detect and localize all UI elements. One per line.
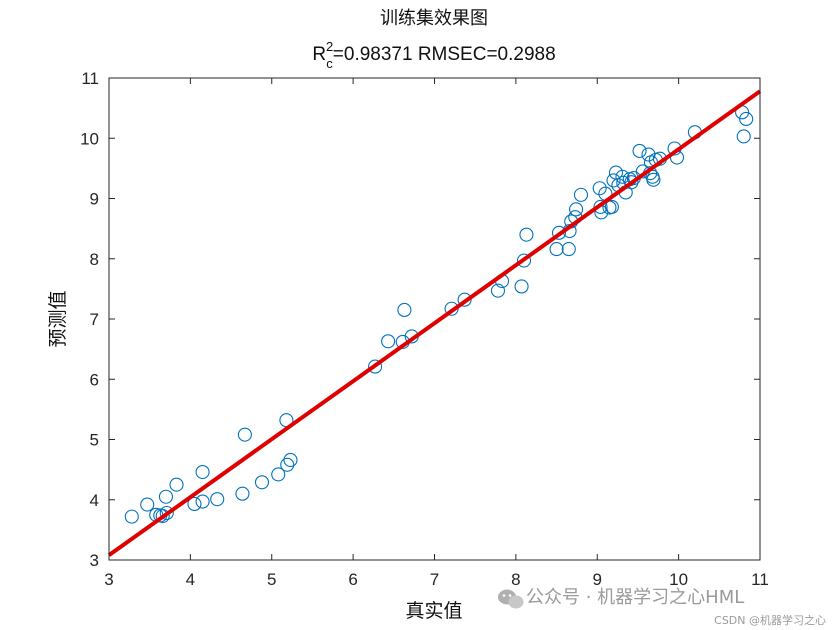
data-point — [551, 225, 567, 240]
x-tick-labels: 3 4 5 6 7 8 9 10 11 — [104, 570, 769, 589]
x-tick-label: 8 — [511, 570, 520, 589]
plot-frame — [108, 77, 761, 561]
data-point — [516, 253, 532, 268]
data-point — [271, 467, 286, 482]
watermark-main: 公众号 · 机器学习之心HML — [526, 587, 744, 608]
x-axis-label: 真实值 — [405, 600, 462, 622]
data-point — [169, 477, 184, 492]
data-point — [646, 172, 661, 187]
data-point — [457, 292, 472, 307]
fit-line — [107, 89, 762, 557]
wechat-icon — [498, 589, 524, 609]
y-tick-label: 10 — [80, 129, 99, 148]
data-point — [573, 187, 589, 202]
data-point — [254, 475, 270, 490]
y-tick-label: 8 — [90, 250, 99, 269]
data-point — [606, 173, 621, 188]
data-point — [592, 181, 607, 196]
watermark: 公众号 · 机器学习之心HML CSDN @机器学习之心 — [498, 587, 826, 627]
data-point — [195, 494, 210, 509]
data-point — [736, 129, 751, 144]
y-tick-label: 9 — [90, 190, 99, 209]
data-point — [140, 497, 155, 512]
data-point — [187, 496, 202, 512]
data-point — [195, 464, 210, 480]
data-point — [615, 169, 630, 184]
watermark-small: CSDN @机器学习之心 — [714, 613, 826, 627]
chart-title: 训练集效果图 — [380, 8, 488, 29]
data-point — [158, 489, 174, 504]
y-tick-labels: 3 4 5 6 7 8 9 10 11 — [80, 69, 99, 570]
subtitle-sup: 2 — [326, 39, 333, 54]
data-point — [604, 199, 619, 214]
y-tick-label: 7 — [90, 310, 99, 329]
data-point — [519, 227, 534, 242]
y-tick-label: 4 — [90, 491, 99, 510]
data-point — [624, 175, 639, 190]
subtitle-rest: =0.98371 RMSEC=0.2988 — [333, 44, 556, 65]
data-point — [237, 427, 252, 442]
data-point — [381, 334, 396, 349]
data-point — [569, 202, 584, 217]
data-point — [280, 457, 295, 472]
data-point — [155, 508, 170, 524]
data-point — [739, 111, 754, 127]
data-point — [561, 242, 576, 257]
data-point — [124, 509, 139, 524]
y-tick-label: 5 — [90, 431, 99, 450]
data-point — [159, 505, 174, 521]
x-tick-label: 3 — [104, 570, 113, 589]
data-point — [593, 199, 608, 214]
subtitle-r: R — [312, 44, 326, 65]
x-tick-label: 5 — [267, 570, 276, 589]
data-point — [490, 283, 506, 298]
y-tick-label: 3 — [90, 551, 99, 570]
x-tick-label: 7 — [430, 570, 439, 589]
x-tick-label: 9 — [593, 570, 602, 589]
data-point — [210, 492, 225, 507]
data-point — [368, 359, 383, 374]
x-tick-label: 11 — [751, 570, 769, 589]
x-tick-label: 4 — [186, 570, 195, 589]
x-tick-label: 6 — [348, 570, 357, 589]
chart-subtitle: R2 c=0.98371 RMSEC=0.2988 — [312, 39, 555, 71]
data-point — [397, 302, 412, 318]
y-tick-label: 6 — [90, 370, 99, 389]
y-tick-label: 11 — [81, 69, 99, 88]
subtitle-sub: c — [326, 56, 333, 71]
data-point — [514, 279, 529, 294]
data-point — [549, 242, 564, 257]
data-point — [283, 452, 298, 468]
data-point — [632, 143, 647, 158]
y-axis-label: 预测值 — [47, 290, 69, 347]
data-point — [235, 486, 250, 501]
x-tick-label: 10 — [669, 570, 688, 589]
